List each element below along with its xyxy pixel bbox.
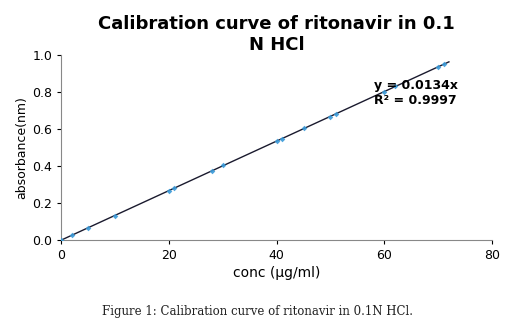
Point: [272, 139, 281, 144]
Y-axis label: absorbance(nm): absorbance(nm): [15, 96, 28, 199]
Point: [327, 114, 335, 119]
Point: [380, 89, 388, 94]
Point: [219, 163, 227, 168]
Point: [439, 62, 448, 67]
Point: [278, 136, 286, 141]
Point: [111, 213, 119, 218]
X-axis label: conc (μg/ml): conc (μg/ml): [233, 266, 320, 280]
Point: [332, 111, 340, 116]
Title: Calibration curve of ritonavir in 0.1
N HCl: Calibration curve of ritonavir in 0.1 N …: [98, 15, 455, 54]
Text: y = 0.0134x
R² = 0.9997: y = 0.0134x R² = 0.9997: [373, 79, 457, 107]
Point: [165, 188, 173, 193]
Point: [434, 65, 442, 70]
Point: [57, 238, 65, 243]
Point: [68, 232, 76, 238]
Point: [208, 169, 216, 174]
Point: [299, 126, 307, 131]
Point: [391, 84, 399, 89]
Point: [84, 225, 92, 230]
Point: [170, 186, 178, 191]
Text: Figure 1: Calibration curve of ritonavir in 0.1N HCl.: Figure 1: Calibration curve of ritonavir…: [102, 305, 413, 318]
